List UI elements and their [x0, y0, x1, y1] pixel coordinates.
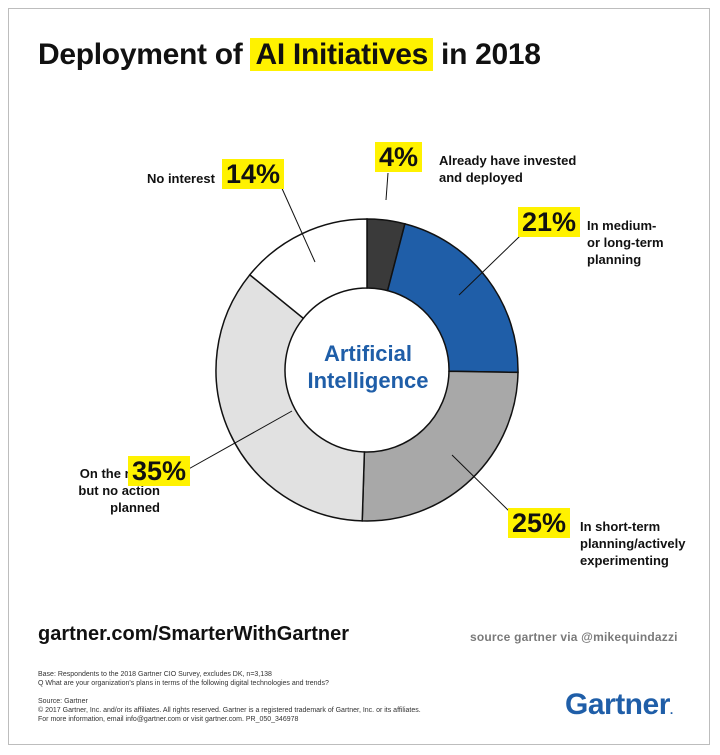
title-highlight: AI Initiatives — [250, 38, 434, 71]
category-label-medium-line3: planning — [587, 252, 642, 267]
data-label-radar: 35% — [128, 456, 191, 486]
category-label-short-line1: In short-term — [580, 519, 661, 534]
category-label-short-line2: planning/actively — [580, 536, 686, 551]
donut-center-label: Artificial Intelligence — [288, 340, 448, 394]
category-label-medium-line1: In medium- — [587, 218, 657, 233]
page-title: Deployment of AI Initiatives in 2018 — [38, 38, 541, 72]
footnote-question: Q What are your organization's plans in … — [38, 680, 329, 687]
data-label-short: 25% — [508, 508, 571, 538]
title-suffix: in 2018 — [433, 38, 541, 71]
donut-slices — [215, 218, 519, 522]
leader-line-nointerest — [279, 183, 316, 263]
donut-slice-nointerest — [248, 218, 368, 320]
category-label-radar-line3: planned — [110, 500, 160, 515]
source-credit: source gartner via @mikequindazzi — [470, 630, 678, 644]
category-label-deployed: Already have invested and deployed — [439, 152, 576, 186]
category-label-radar-line2: but no action — [78, 483, 160, 498]
leader-line-medium — [458, 235, 521, 296]
donut-slice-short — [361, 370, 519, 522]
data-label-deployed: 4% — [375, 142, 423, 172]
leader-lines — [184, 172, 521, 513]
footnote-copyright: © 2017 Gartner, Inc. and/or its affiliat… — [38, 707, 421, 714]
category-label-short: In short-term planning/actively experime… — [580, 518, 685, 569]
donut-slice-radar — [215, 273, 366, 522]
category-label-deployed-line1: Already have invested — [439, 153, 577, 168]
gartner-logo-text: Gartner — [565, 688, 670, 721]
infographic-frame — [8, 8, 710, 745]
donut-slice-medium — [386, 222, 519, 374]
leader-line-short — [451, 454, 511, 513]
data-label-nointerest: 14% — [222, 159, 285, 189]
footnote-source: Source: Gartner — [38, 698, 88, 705]
category-label-nointerest: No interest — [147, 171, 215, 186]
center-label-line2: Intelligence — [307, 368, 429, 393]
category-label-deployed-line2: and deployed — [439, 170, 523, 185]
title-prefix: Deployment of — [38, 38, 251, 71]
footnote-base: Base: Respondents to the 2018 Gartner CI… — [38, 671, 272, 678]
gartner-logo: Gartner. — [565, 688, 673, 722]
website-link[interactable]: gartner.com/SmarterWithGartner — [38, 623, 350, 645]
data-label-medium: 21% — [518, 207, 581, 237]
category-label-medium: In medium- or long-term planning — [587, 217, 664, 268]
category-label-medium-line2: or long-term — [587, 235, 664, 250]
category-label-short-line3: experimenting — [580, 553, 669, 568]
gartner-logo-mark: . — [669, 703, 673, 717]
leader-line-radar — [184, 410, 293, 472]
footnote-contact: For more information, email info@gartner… — [38, 716, 299, 723]
center-label-line1: Artificial — [323, 341, 413, 366]
leader-line-deployed — [385, 172, 389, 201]
